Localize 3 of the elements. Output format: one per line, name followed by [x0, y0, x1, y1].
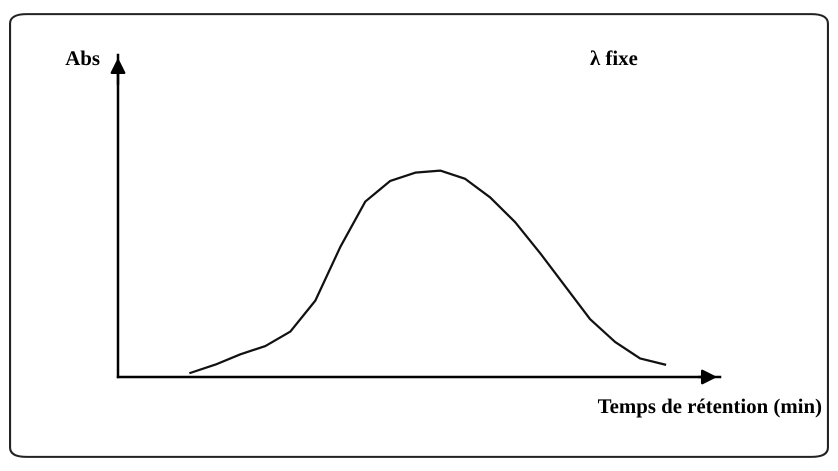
- text: λ fixe: [590, 50, 638, 66]
- x-axis-title: Temps de rétention (min): [598, 398, 822, 418]
- text: Abs: [65, 50, 100, 66]
